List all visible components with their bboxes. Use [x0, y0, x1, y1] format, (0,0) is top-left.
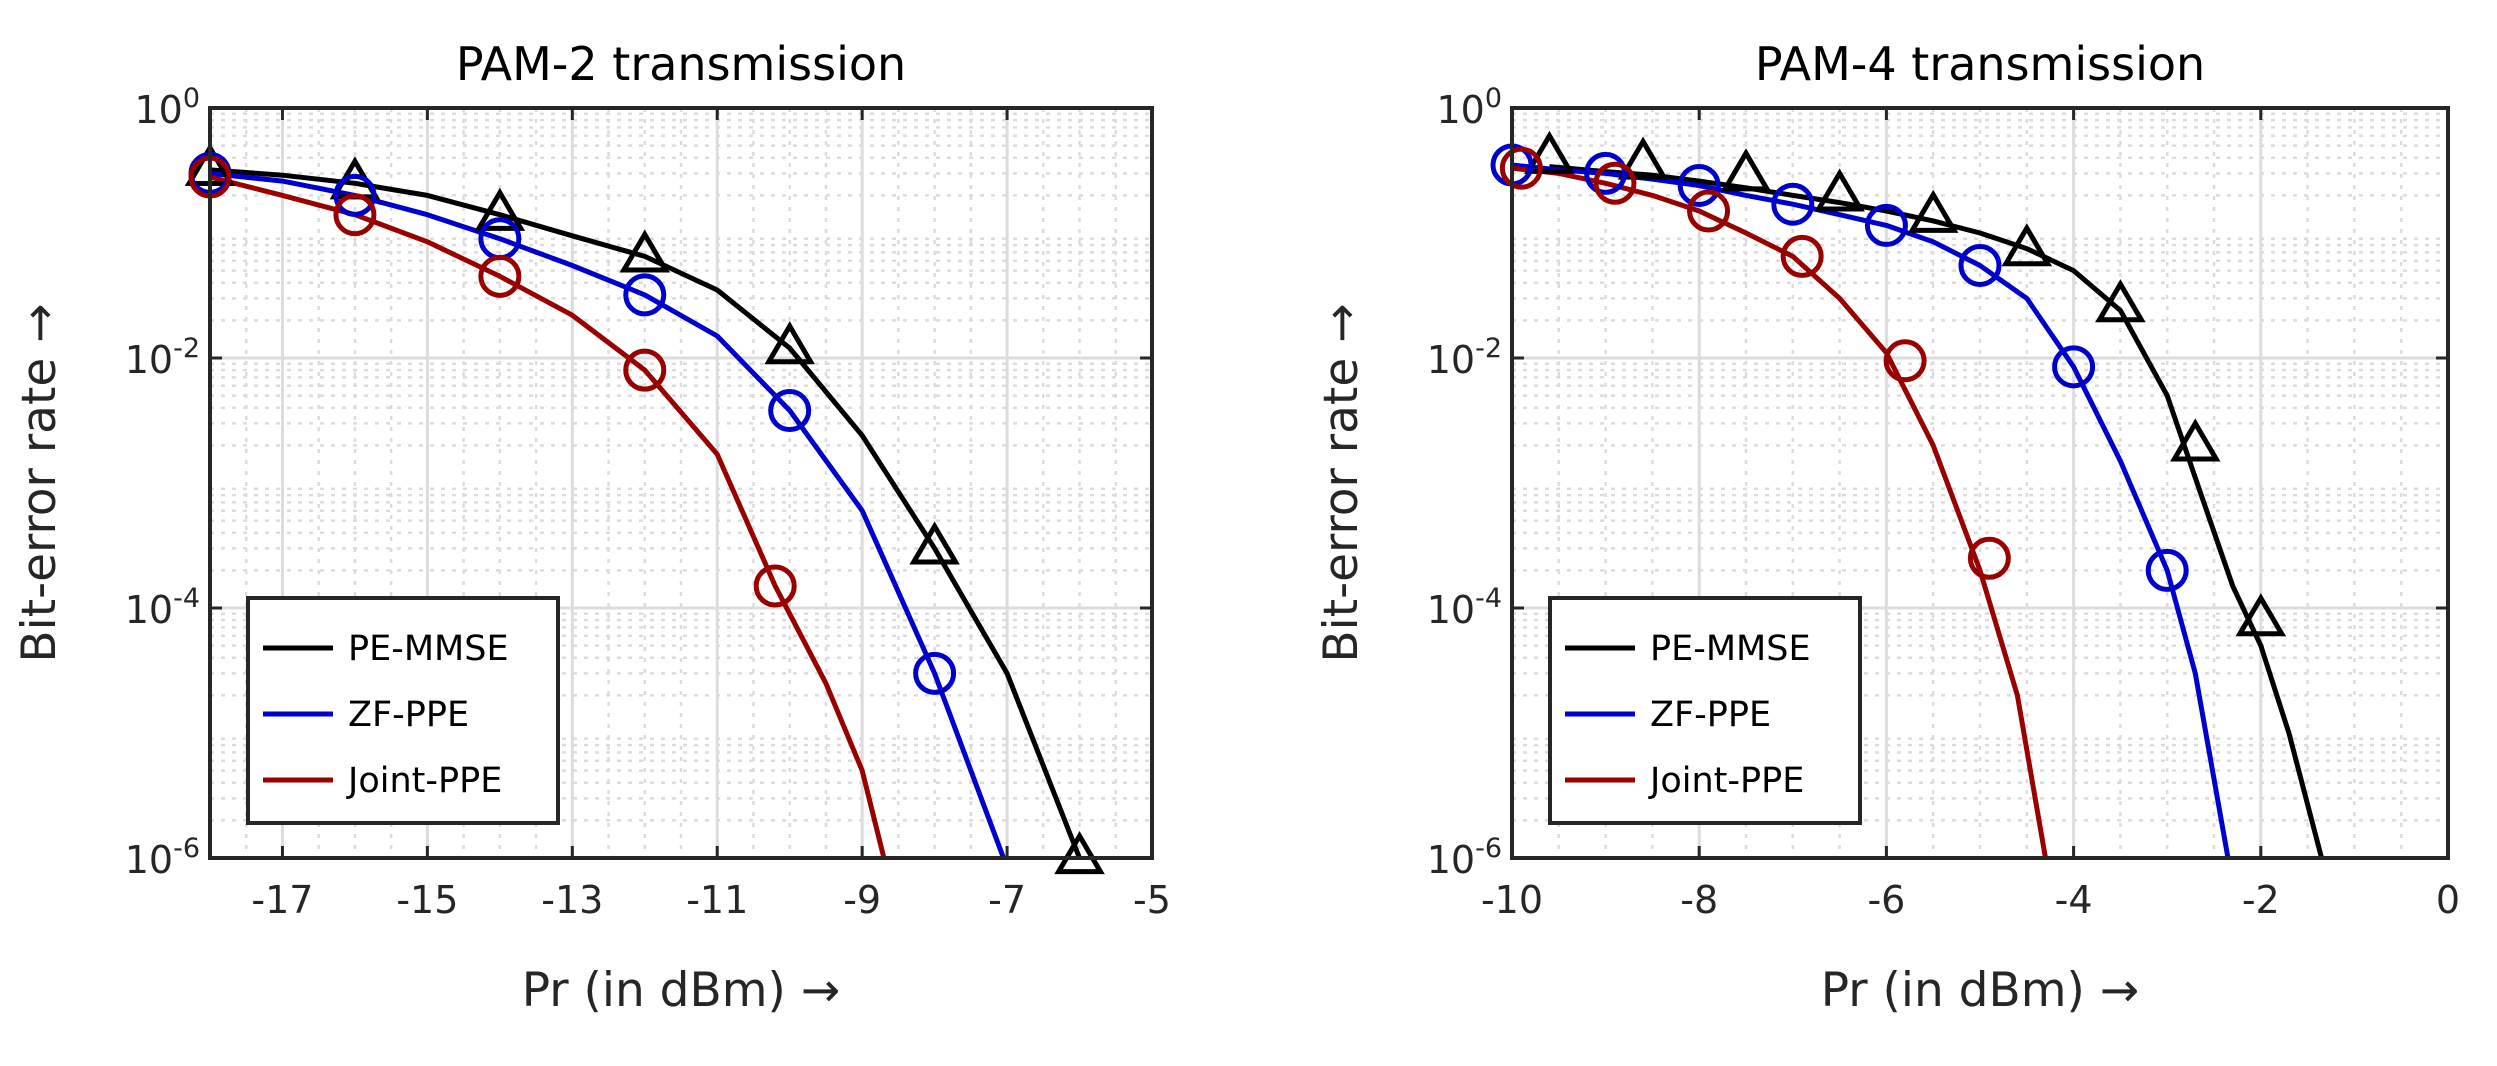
- y-axis-label: Bit-error rate →: [12, 303, 67, 662]
- marker-pe-mmse: [1524, 130, 1575, 174]
- x-tick-label: -9: [843, 878, 881, 922]
- y-tick-base: 10: [134, 88, 182, 132]
- marker-zf-ppe: [768, 389, 812, 433]
- marker-joint-ppe: [333, 193, 377, 237]
- y-tick-exponent: -6: [1475, 833, 1502, 864]
- y-tick-label: 100: [1436, 83, 1502, 132]
- marker-zf-ppe: [913, 651, 957, 695]
- marker-pe-mmse: [1054, 831, 1105, 875]
- y-tick-label: 10-4: [125, 583, 200, 632]
- y-tick-base: 10: [1436, 88, 1484, 132]
- y-tick-exponent: -4: [173, 583, 200, 614]
- x-tick-label: -2: [2242, 878, 2280, 922]
- marker-zf-ppe: [623, 273, 667, 317]
- y-tick-exponent: -4: [1475, 583, 1502, 614]
- chart-title: PAM-4 transmission: [1755, 37, 2205, 91]
- y-tick-label: 10-2: [125, 333, 200, 382]
- marker-pe-mmse: [909, 521, 960, 565]
- marker-zf-ppe: [2052, 345, 2096, 389]
- legend: PE-MMSE ZF-PPE Joint-PPE: [1548, 596, 1862, 825]
- y-tick-base: 10: [125, 838, 173, 882]
- y-tick-label: 10-6: [125, 833, 200, 882]
- marker-joint-ppe: [478, 254, 522, 298]
- legend-label: ZF-PPE: [348, 695, 469, 735]
- legend-box: [246, 596, 560, 825]
- y-tick-exponent: -6: [173, 833, 200, 864]
- legend: PE-MMSE ZF-PPE Joint-PPE: [246, 596, 560, 825]
- x-axis-label: Pr (in dBm) →: [522, 963, 840, 1018]
- y-axis-label: Bit-error rate →: [1314, 303, 1369, 662]
- series-line-pe-mmse: [210, 167, 1082, 858]
- x-tick-label: -7: [988, 878, 1026, 922]
- marker-zf-ppe: [1771, 182, 1815, 226]
- x-tick-label: 0: [2436, 878, 2460, 922]
- x-axis-label: Pr (in dBm) →: [1821, 963, 2139, 1018]
- marker-pe-mmse: [1814, 168, 1865, 212]
- axes-frame: [208, 106, 1154, 860]
- series-line-pe-mmse: [1549, 164, 2325, 858]
- marker-pe-mmse: [2170, 418, 2221, 462]
- marker-zf-ppe: [1958, 243, 2002, 287]
- x-tick-label: -8: [1680, 878, 1718, 922]
- marker-zf-ppe: [1584, 151, 1628, 195]
- y-tick-base: 10: [1427, 838, 1475, 882]
- chart-title: PAM-2 transmission: [456, 37, 906, 91]
- y-tick-label: 10-4: [1427, 583, 1502, 632]
- marker-zf-ppe: [2145, 548, 2189, 592]
- marker-zf-ppe: [333, 173, 377, 217]
- marker-joint-ppe: [623, 348, 667, 392]
- y-tick-base: 10: [125, 588, 173, 632]
- y-tick-exponent: -2: [173, 333, 200, 364]
- y-tick-base: 10: [125, 338, 173, 382]
- x-tick-label: -15: [396, 878, 458, 922]
- marker-pe-mmse: [1907, 189, 1959, 233]
- series-line-zf-ppe: [210, 170, 1006, 858]
- x-tick-label: -5: [1133, 878, 1171, 922]
- marker-joint-ppe: [1967, 536, 2011, 580]
- y-tick-label: 10-6: [1427, 833, 1502, 882]
- legend-label: Joint-PPE: [346, 761, 502, 801]
- marker-pe-mmse: [619, 229, 671, 273]
- y-tick-label: 10-2: [1427, 333, 1502, 382]
- y-tick-label: 100: [134, 83, 200, 132]
- axes-frame: [1510, 106, 2450, 860]
- marker-joint-ppe: [1780, 234, 1824, 278]
- legend-label: PE-MMSE: [1650, 629, 1811, 669]
- marker-zf-ppe: [1864, 203, 1908, 247]
- marker-joint-ppe: [753, 564, 797, 608]
- series-line-joint-ppe: [1512, 165, 2048, 858]
- marker-pe-mmse: [474, 187, 526, 231]
- y-tick-base: 10: [1427, 588, 1475, 632]
- marker-pe-mmse: [2095, 279, 2146, 323]
- marker-joint-ppe: [1687, 189, 1731, 233]
- y-tick-exponent: -2: [1475, 333, 1502, 364]
- legend-label: Joint-PPE: [1648, 761, 1804, 801]
- legend-label: PE-MMSE: [348, 629, 509, 669]
- y-tick-exponent: 0: [1485, 83, 1502, 114]
- legend-box: [1548, 596, 1862, 825]
- marker-zf-ppe: [1677, 163, 1721, 207]
- x-tick-label: -10: [1481, 878, 1543, 922]
- x-tick-label: -13: [541, 878, 603, 922]
- marker-pe-mmse: [2001, 223, 2053, 267]
- x-tick-label: -6: [1867, 878, 1905, 922]
- marker-joint-ppe: [1593, 161, 1637, 205]
- marker-pe-mmse: [1617, 136, 1669, 180]
- y-tick-base: 10: [1427, 338, 1475, 382]
- x-tick-label: -11: [686, 878, 748, 922]
- marker-pe-mmse: [1720, 148, 1772, 192]
- x-tick-label: -17: [251, 878, 313, 922]
- marker-pe-mmse: [764, 321, 815, 365]
- marker-pe-mmse: [2235, 593, 2287, 637]
- marker-joint-ppe: [1499, 146, 1543, 190]
- y-tick-exponent: 0: [183, 83, 200, 114]
- marker-joint-ppe: [1883, 339, 1927, 383]
- legend-label: ZF-PPE: [1650, 695, 1771, 735]
- x-tick-label: -4: [2055, 878, 2093, 922]
